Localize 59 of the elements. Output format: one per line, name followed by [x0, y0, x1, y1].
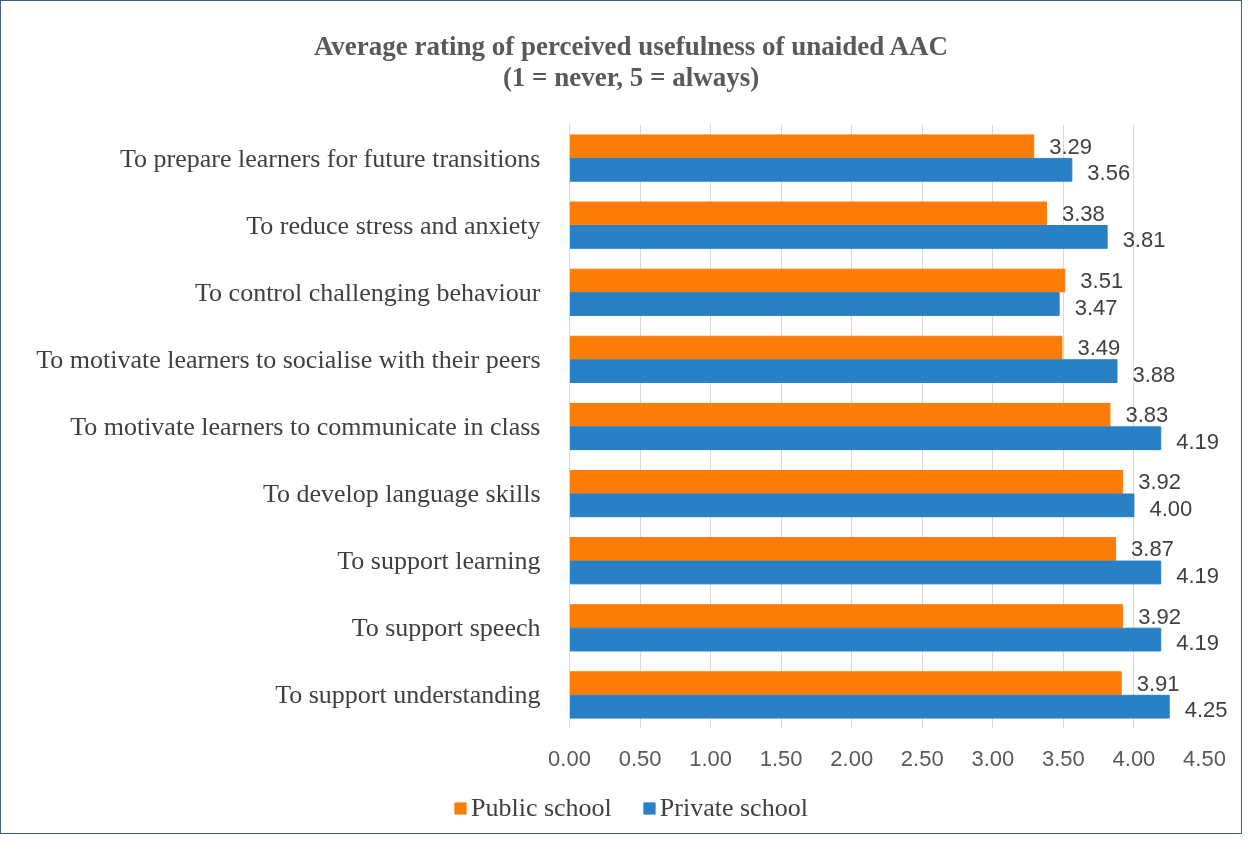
bar: [569, 604, 1124, 628]
y-tick-label: To prepare learners for future transitions: [119, 143, 541, 173]
chart-title: Average rating of perceived usefulness of unaided AAC: [313, 31, 949, 62]
data-label: 3.56: [1087, 160, 1131, 187]
y-tick-label: To motivate learners to communicate in class: [70, 412, 541, 441]
data-label: 4.19: [1176, 562, 1220, 589]
data-label: 3.88: [1132, 361, 1176, 388]
data-label: 3.87: [1131, 536, 1174, 563]
data-label: 3.38: [1061, 200, 1105, 227]
bar: [569, 560, 1162, 585]
legend-label: Private school: [659, 793, 808, 823]
bar: [569, 671, 1122, 696]
bar: [569, 493, 1135, 518]
y-tick-label: To support understanding: [275, 680, 541, 710]
data-label: 3.49: [1077, 335, 1121, 362]
data-label: 4.19: [1176, 428, 1220, 455]
bar: [569, 402, 1111, 427]
bar: [569, 627, 1162, 652]
bar: [569, 157, 1073, 182]
y-tick-label: To reduce stress and anxiety: [246, 210, 541, 240]
bar: [569, 268, 1066, 293]
data-label: 3.92: [1138, 603, 1181, 630]
data-label: 3.91: [1136, 670, 1180, 697]
y-tick-label: To support learning: [337, 546, 541, 576]
bar: [569, 292, 1060, 316]
y-tick-label: To support speech: [351, 613, 541, 643]
bar: [569, 201, 1047, 226]
data-label: 3.81: [1122, 227, 1166, 254]
data-label: 3.51: [1080, 268, 1124, 295]
x-tick-label: 0.50: [618, 745, 662, 771]
data-label: 4.25: [1184, 697, 1228, 724]
data-label: 3.83: [1125, 402, 1169, 429]
bar: [569, 537, 1117, 561]
y-tick-label: To develop language skills: [262, 479, 541, 509]
x-tick-label: 3.00: [971, 745, 1015, 771]
bar: [569, 426, 1162, 451]
x-tick-label: 4.00: [1112, 745, 1156, 771]
x-tick-label: 2.50: [900, 745, 944, 771]
bar: [569, 694, 1170, 719]
x-tick-label: 0.00: [548, 745, 591, 771]
data-label: 4.00: [1149, 495, 1193, 522]
x-tick-label: 1.00: [689, 745, 733, 771]
x-tick-label: 2.00: [830, 745, 874, 771]
x-tick-label: 3.50: [1041, 745, 1085, 771]
x-tick-label: 4.50: [1183, 745, 1226, 771]
legend-label: Public school: [471, 793, 612, 823]
x-tick-label: 1.50: [759, 745, 803, 771]
bar: [569, 469, 1124, 494]
y-tick-label: To control challenging behaviour: [195, 277, 541, 307]
y-tick-label: To motivate learners to socialise with their peers: [36, 344, 541, 374]
data-label: 3.29: [1049, 133, 1093, 160]
data-label: 3.47: [1074, 294, 1118, 321]
data-label: 3.92: [1138, 469, 1181, 496]
bar: [569, 134, 1035, 159]
bar: [569, 335, 1063, 360]
data-label: 4.19: [1176, 630, 1220, 657]
bar: [569, 225, 1108, 249]
bar: [569, 359, 1118, 384]
chart-subtitle: (1 = never, 5 = always): [502, 62, 760, 93]
